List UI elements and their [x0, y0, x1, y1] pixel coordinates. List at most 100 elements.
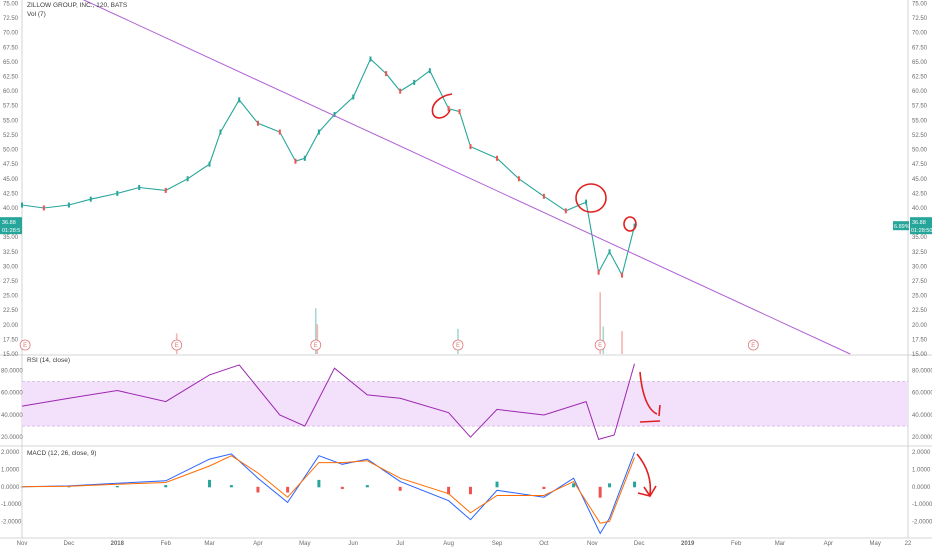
price-tick-left-1: 72.50: [3, 16, 19, 22]
price-tick-left-7: 57.50: [3, 104, 19, 110]
earnings-badge-label: E: [314, 343, 318, 349]
macd-tick-left-0: 2.0000: [1, 450, 20, 456]
macd-histogram-bar: [20, 486, 24, 488]
rsi-tick-left-1: 60.0000: [1, 391, 23, 397]
macd-histogram-bar: [468, 486, 472, 495]
price-tick-left-21: 22.50: [3, 308, 19, 314]
x-tick-8: Jul: [396, 541, 404, 547]
macd-histogram-bar: [365, 485, 369, 488]
x-tick-19: 22: [905, 541, 912, 547]
rsi-tick-right-2: 40.0000: [912, 413, 932, 419]
macd-histogram-bar: [340, 486, 344, 490]
right-change-value: 6.89%: [894, 224, 910, 230]
price-tick-right-4: 65.00: [912, 60, 928, 66]
price-line-segment: [429, 70, 498, 159]
x-tick-7: Jun: [348, 541, 358, 547]
price-tick-left-9: 52.50: [3, 133, 19, 139]
price-line-segment: [496, 157, 587, 212]
annotation-macd-arrow: [636, 453, 657, 498]
price-tick-right-7: 57.50: [912, 104, 928, 110]
price-tick-left-19: 27.50: [3, 279, 19, 285]
price-candle: [138, 185, 141, 191]
macd-histogram-bar: [256, 486, 260, 493]
price-tick-right-1: 72.50: [912, 16, 928, 22]
trendline: [82, 0, 851, 355]
volume-bar: [602, 326, 605, 354]
x-tick-6: May: [299, 541, 310, 547]
earnings-badge: [19, 339, 31, 351]
annotation-circle-nov: [623, 216, 637, 232]
macd-tick-right-2: 0.0000: [912, 485, 931, 491]
rsi-tick-right-1: 60.0000: [912, 391, 932, 397]
macd-tick-right-1: 1.0000: [912, 468, 931, 474]
annotation-rsi-arrow: [639, 371, 661, 423]
price-tick-left-6: 60.00: [3, 89, 19, 95]
macd-tick-right-3: -1.0000: [912, 502, 932, 508]
price-tick-right-24: 15.00: [912, 352, 928, 358]
price-tick-left-18: 30.00: [3, 264, 19, 270]
price-candle: [413, 79, 416, 85]
price-tick-right-23: 17.50: [912, 337, 928, 343]
price-candle: [496, 155, 499, 161]
price-candle: [294, 158, 297, 164]
x-tick-4: Mar: [204, 541, 214, 547]
x-tick-12: Nov: [587, 541, 598, 547]
macd-tick-right-0: 2.0000: [912, 450, 931, 456]
price-candle: [256, 120, 259, 126]
earnings-badge: [310, 339, 322, 351]
earnings-badge-label: E: [598, 343, 602, 349]
left-price-value: 36.88: [2, 220, 16, 226]
price-tick-right-16: 35.00: [912, 235, 928, 241]
macd-line: [21, 452, 635, 535]
price-tick-left-11: 47.50: [3, 162, 19, 168]
volume-bar: [599, 292, 601, 354]
price-tick-right-0: 75.00: [912, 2, 928, 8]
price-candle: [428, 68, 431, 74]
price-tick-left-10: 50.00: [3, 148, 19, 154]
volume-bar: [316, 324, 319, 354]
macd-tick-left-3: -1.0000: [1, 502, 22, 508]
price-candle: [447, 106, 450, 112]
right-change-badge: [893, 221, 909, 231]
x-tick-5: Apr: [253, 541, 262, 547]
price-candle: [89, 196, 92, 202]
x-tick-15: Feb: [731, 541, 742, 547]
x-tick-14: 2019: [681, 541, 695, 547]
price-candle: [278, 129, 281, 135]
price-tick-left-2: 70.00: [3, 31, 19, 37]
price-candle: [542, 193, 545, 199]
macd-histogram-bar: [286, 486, 290, 493]
earnings-badge-label: E: [23, 343, 27, 349]
x-tick-18: May: [870, 541, 881, 547]
x-tick-17: Apr: [824, 541, 833, 547]
price-tick-left-12: 45.00: [3, 177, 19, 183]
price-tick-left-23: 17.50: [3, 337, 19, 343]
price-tick-right-8: 55.00: [912, 118, 928, 124]
price-candle: [21, 202, 23, 208]
price-candle: [369, 56, 372, 62]
volume-bar: [314, 308, 317, 354]
price-candle: [597, 269, 600, 275]
price-candle: [469, 144, 472, 150]
price-candle: [517, 176, 520, 182]
price-line-segment: [21, 58, 431, 209]
price-candle: [333, 111, 336, 117]
macd-histogram-bar: [447, 486, 451, 495]
price-candle: [42, 205, 45, 211]
price-candle: [399, 88, 402, 94]
price-tick-left-14: 40.00: [3, 206, 19, 212]
volume-label: Vol (7): [27, 11, 46, 18]
price-tick-right-10: 50.00: [912, 148, 928, 154]
price-tick-left-24: 15.00: [3, 352, 19, 358]
x-tick-2: 2018: [111, 541, 125, 547]
price-candle: [67, 202, 70, 208]
price-tick-left-8: 55.00: [3, 118, 19, 124]
annotation-circle-aug: [431, 93, 453, 119]
x-tick-16: Mar: [775, 541, 785, 547]
earnings-badge: [747, 339, 759, 351]
earnings-badge-label: E: [456, 343, 460, 349]
price-tick-right-17: 32.50: [912, 250, 928, 256]
macd-histogram-bar: [633, 481, 637, 488]
earnings-badge-label: E: [175, 343, 179, 349]
